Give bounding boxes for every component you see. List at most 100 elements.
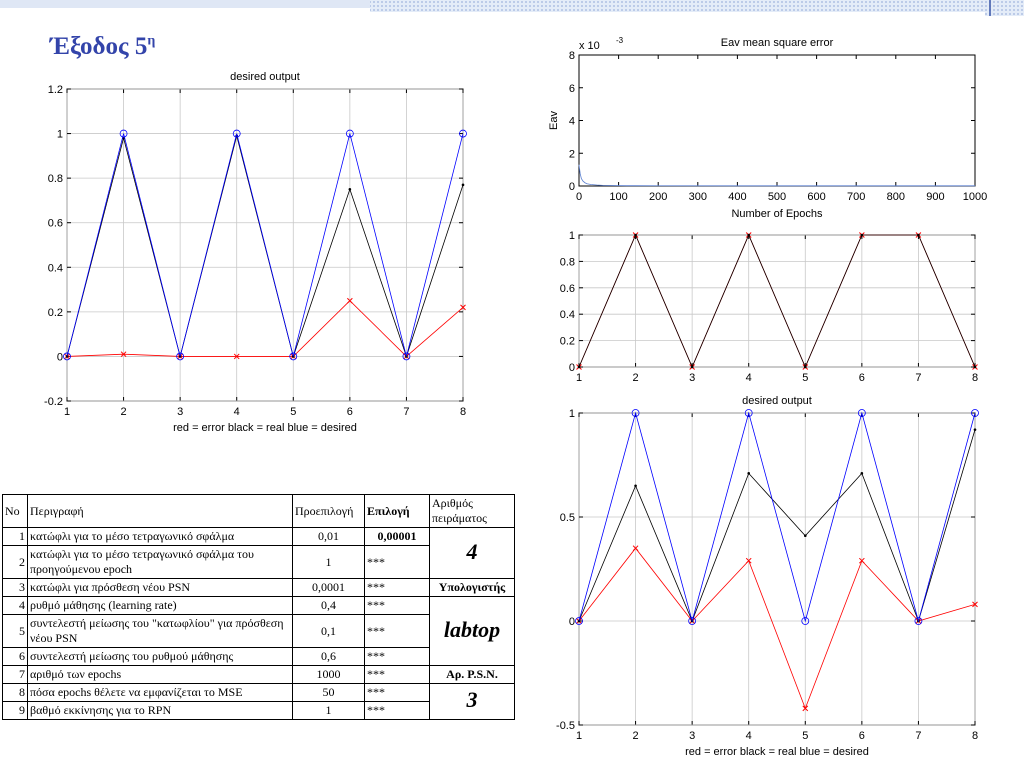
x-tick-label: 200 bbox=[649, 191, 667, 203]
point-desired bbox=[575, 617, 583, 625]
point-desired bbox=[971, 409, 979, 417]
x-axis-label: Number of Epochs bbox=[731, 208, 823, 220]
x-tick-label: 1000 bbox=[963, 191, 987, 203]
point-error bbox=[859, 232, 865, 238]
row-description: ρυθμό μάθησης (learning rate) bbox=[27, 596, 293, 615]
point-error bbox=[177, 353, 183, 360]
x-tick-label: 6 bbox=[859, 730, 865, 742]
row-no: 4 bbox=[2, 596, 28, 615]
y-tick-label: 1.2 bbox=[48, 84, 63, 96]
point-desired bbox=[914, 617, 923, 625]
row-selection: 0,00001 bbox=[364, 527, 430, 546]
top-decorative-band bbox=[0, 0, 1024, 16]
row-selection: *** bbox=[364, 596, 430, 615]
series-line-desired bbox=[578, 411, 976, 623]
point-real bbox=[235, 134, 239, 138]
plot-frame bbox=[578, 234, 976, 368]
chart-title: desired output bbox=[230, 71, 300, 83]
point-desired bbox=[63, 352, 71, 361]
point-real bbox=[917, 619, 920, 623]
y-tick-label: 0 bbox=[569, 616, 575, 628]
parameters-table: No Περιγραφή Προεπιλογή Επιλογή Αριθμός … bbox=[2, 494, 515, 720]
point-desired bbox=[801, 617, 810, 625]
chart-4: 1 2 3 4 5 6 7 8 -0.5 0 0.5 1 desired output red = err… bbox=[556, 395, 979, 758]
point-real bbox=[122, 136, 125, 140]
point-real bbox=[747, 472, 751, 475]
row-description: κατώφλι για το μέσο τετραγωνικό σφάλμα τ… bbox=[27, 545, 293, 579]
row-default: 0,1 bbox=[292, 614, 365, 648]
psn-label: Αρ. P.S.N. bbox=[429, 665, 515, 684]
y-tick-label: 0.6 bbox=[48, 218, 63, 230]
row-description: βαθμό εκκίνησης για το RPN bbox=[27, 701, 293, 720]
point-desired bbox=[345, 129, 354, 138]
x-tick-label: 8 bbox=[972, 730, 978, 742]
point-error bbox=[632, 545, 639, 552]
x-tick-label: 8 bbox=[972, 372, 978, 384]
row-default: 0,6 bbox=[292, 647, 365, 666]
point-real bbox=[917, 233, 920, 237]
table-row: 2 κατώφλι για το μέσο τετραγωνικό σφάλμα… bbox=[2, 545, 515, 579]
y-tick-label: 0.4 bbox=[560, 309, 575, 321]
y-tick-label: 2 bbox=[569, 148, 575, 160]
row-no: 7 bbox=[2, 665, 28, 684]
row-selection: *** bbox=[364, 647, 430, 666]
y-axis-label: Eav bbox=[548, 111, 560, 130]
x-axis-label: red = error black = real blue = desired bbox=[173, 422, 357, 434]
row-default: 50 bbox=[292, 683, 365, 702]
row-selection: *** bbox=[364, 665, 430, 684]
row-default: 1 bbox=[292, 545, 365, 579]
y-tick-label: 0.5 bbox=[560, 512, 575, 524]
point-error bbox=[915, 618, 922, 624]
point-error bbox=[972, 601, 978, 608]
y-tick-label: 1 bbox=[569, 408, 575, 420]
y-tick-label: -0.5 bbox=[556, 720, 575, 732]
axis-multiplier: x 10 bbox=[579, 40, 600, 52]
point-error bbox=[120, 351, 127, 358]
row-no: 1 bbox=[2, 527, 28, 546]
point-real bbox=[577, 365, 581, 369]
x-tick-label: 7 bbox=[915, 372, 921, 384]
x-axis-label: red = error black = real blue = desired bbox=[685, 746, 869, 758]
x-tick-label: 400 bbox=[728, 191, 746, 203]
computer-value: labtop bbox=[429, 596, 515, 666]
point-error bbox=[460, 304, 466, 311]
point-desired bbox=[289, 352, 298, 361]
x-tick-label: 5 bbox=[290, 406, 296, 418]
y-tick-label: 0.4 bbox=[48, 262, 63, 274]
x-tick-label: 8 bbox=[460, 406, 466, 418]
point-error bbox=[802, 705, 809, 712]
y-tick-label: 0.6 bbox=[560, 283, 575, 295]
x-tick-label: 5 bbox=[802, 730, 808, 742]
point-desired bbox=[232, 129, 241, 138]
row-default: 0,01 bbox=[292, 527, 365, 546]
point-error bbox=[972, 364, 978, 370]
plot-frame bbox=[578, 54, 976, 187]
point-error bbox=[347, 297, 353, 304]
row-no: 6 bbox=[2, 647, 28, 666]
x-tick-label: 2 bbox=[633, 730, 639, 742]
series-line-real bbox=[578, 233, 976, 369]
series-line-error bbox=[578, 233, 976, 369]
table-row: 3 κατώφλι για πρόσθεση νέου PSN 0,0001 *… bbox=[2, 578, 515, 597]
y-tick-label: 0 bbox=[57, 351, 63, 363]
plot-frame bbox=[578, 412, 976, 726]
series-line-real bbox=[578, 429, 976, 623]
row-description: κατώφλι για πρόσθεση νέου PSN bbox=[27, 578, 293, 597]
y-tick-label: 0 bbox=[569, 181, 575, 193]
chart-1: 1 2 3 4 5 6 7 8 -0.2 0 0.2 0.4 0.6 0.8 1 1.2 desired out… bbox=[44, 71, 467, 434]
series-line-error bbox=[66, 300, 464, 357]
plot-frame bbox=[66, 88, 464, 402]
chart-2: 0 100 200 300 400 500 600 700 800 900 1000 0 2 4 6 8 Eav… bbox=[548, 36, 987, 220]
chart-title: desired output bbox=[742, 395, 812, 407]
row-default: 0,4 bbox=[292, 596, 365, 615]
row-no: 9 bbox=[2, 701, 28, 720]
point-real bbox=[973, 428, 977, 431]
table-header-description: Περιγραφή bbox=[27, 494, 293, 528]
y-tick-label: 0.2 bbox=[560, 336, 575, 348]
x-tick-label: 2 bbox=[633, 372, 639, 384]
point-error bbox=[859, 557, 865, 564]
row-no: 3 bbox=[2, 578, 28, 597]
point-error bbox=[689, 618, 695, 624]
x-tick-label: 7 bbox=[403, 406, 409, 418]
table-header-default: Προεπιλογή bbox=[292, 494, 365, 528]
